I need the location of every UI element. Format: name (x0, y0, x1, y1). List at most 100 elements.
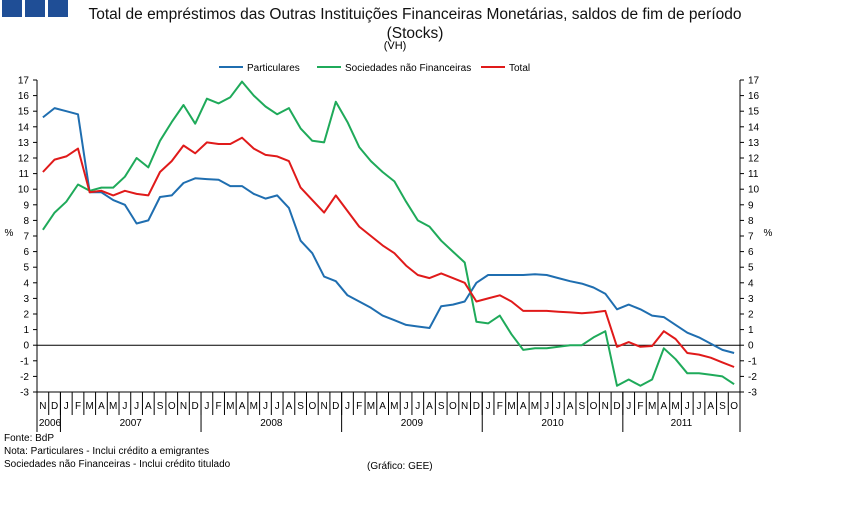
month-label: A (239, 401, 246, 412)
y-tick-label-right: 2 (748, 310, 754, 321)
month-label: S (297, 401, 304, 412)
series-line-total (42, 136, 735, 368)
month-label: M (226, 401, 234, 412)
y-tick-label-right: 13 (748, 138, 760, 149)
series-line-particulares (42, 107, 735, 354)
month-label: O (308, 401, 316, 412)
y-tick-label-left: 9 (23, 200, 29, 211)
y-tick-label-left: 14 (18, 122, 30, 133)
chart-credit: (Gráfico: GEE) (367, 461, 433, 472)
y-tick-label-left: 4 (23, 278, 29, 289)
y-axis-label-left: % (5, 228, 14, 239)
y-tick-label-left: 13 (18, 138, 30, 149)
month-label: J (486, 401, 491, 412)
month-label: S (578, 401, 585, 412)
month-label: A (707, 401, 714, 412)
note-sociedades: Sociedades não Financeiras - Inclui créd… (4, 459, 231, 470)
month-label: F (637, 401, 643, 412)
month-label: J (626, 401, 631, 412)
year-label: 2007 (120, 418, 143, 429)
month-label: M (390, 401, 398, 412)
month-label: D (192, 401, 199, 412)
note-particulares: Nota: Particulares - Inclui crédito a em… (4, 446, 210, 457)
month-label: S (157, 401, 164, 412)
y-tick-label-left: -2 (20, 372, 29, 383)
month-label: M (648, 401, 656, 412)
month-label: S (438, 401, 445, 412)
y-tick-label-right: 3 (748, 294, 754, 305)
series-line-sociedades (42, 80, 735, 387)
y-tick-label-right: 12 (748, 154, 760, 165)
y-tick-label-left: 8 (23, 216, 29, 227)
month-label: F (75, 401, 81, 412)
month-label: J (556, 401, 561, 412)
y-tick-label-right: 5 (748, 263, 754, 274)
month-label: J (275, 401, 280, 412)
month-label: D (332, 401, 339, 412)
y-axis-label-right: % (764, 228, 773, 239)
y-tick-label-right: 0 (748, 341, 754, 352)
month-label: N (180, 401, 187, 412)
month-label: M (367, 401, 375, 412)
month-label: F (216, 401, 222, 412)
month-label: J (134, 401, 139, 412)
month-label: A (567, 401, 574, 412)
note-source: Fonte: BdP (4, 433, 55, 444)
month-label: M (507, 401, 515, 412)
y-tick-label-left: 2 (23, 310, 29, 321)
month-label: A (426, 401, 433, 412)
month-label: J (263, 401, 268, 412)
month-label: D (51, 401, 58, 412)
year-label: 2011 (671, 418, 693, 429)
year-label: 2010 (541, 418, 564, 429)
y-tick-label-right: -1 (748, 356, 757, 367)
month-label: M (531, 401, 539, 412)
month-label: O (449, 401, 457, 412)
y-tick-label-left: 12 (18, 154, 30, 165)
y-tick-label-left: 15 (18, 107, 30, 118)
month-label: J (64, 401, 69, 412)
month-label: M (250, 401, 258, 412)
month-label: D (473, 401, 480, 412)
y-tick-label-left: 10 (18, 185, 30, 196)
y-tick-label-left: 11 (19, 169, 30, 180)
y-tick-label-right: 14 (748, 122, 760, 133)
legend-label-sociedades: Sociedades não Financeiras (345, 63, 471, 74)
year-label: 2008 (260, 418, 283, 429)
y-tick-label-left: 5 (23, 263, 29, 274)
y-tick-label-right: 8 (748, 216, 754, 227)
y-tick-label-left: 6 (23, 247, 29, 258)
notes: Fonte: BdP Nota: Particulares - Inclui c… (4, 432, 230, 471)
month-label: J (345, 401, 350, 412)
y-tick-label-right: 4 (748, 278, 754, 289)
month-label: N (320, 401, 327, 412)
month-label: J (696, 401, 701, 412)
year-label: 2009 (401, 418, 424, 429)
month-label: A (661, 401, 668, 412)
month-label: S (719, 401, 726, 412)
month-label: J (404, 401, 409, 412)
y-tick-label-left: 1 (23, 325, 29, 336)
year-label: 2006 (39, 418, 62, 429)
chart-subtitle: (VH) (383, 40, 407, 52)
month-label: N (461, 401, 468, 412)
month-label: J (685, 401, 690, 412)
month-label: A (379, 401, 386, 412)
month-label: M (86, 401, 94, 412)
y-tick-label-left: -3 (20, 388, 29, 399)
y-tick-label-right: 9 (748, 200, 754, 211)
y-tick-label-left: 7 (23, 232, 29, 243)
month-label: O (730, 401, 738, 412)
y-tick-label-right: 16 (748, 91, 760, 102)
y-tick-label-right: -3 (748, 388, 757, 399)
month-label: M (671, 401, 679, 412)
y-tick-label-left: 3 (23, 294, 29, 305)
y-tick-label-right: 15 (748, 107, 760, 118)
y-tick-label-right: -2 (748, 372, 757, 383)
month-label: N (39, 401, 46, 412)
y-tick-label-left: 16 (18, 91, 30, 102)
chart-title: Total de empréstimos das Outras Institui… (88, 6, 742, 42)
y-tick-label-right: 1 (748, 325, 754, 336)
month-label: J (415, 401, 420, 412)
